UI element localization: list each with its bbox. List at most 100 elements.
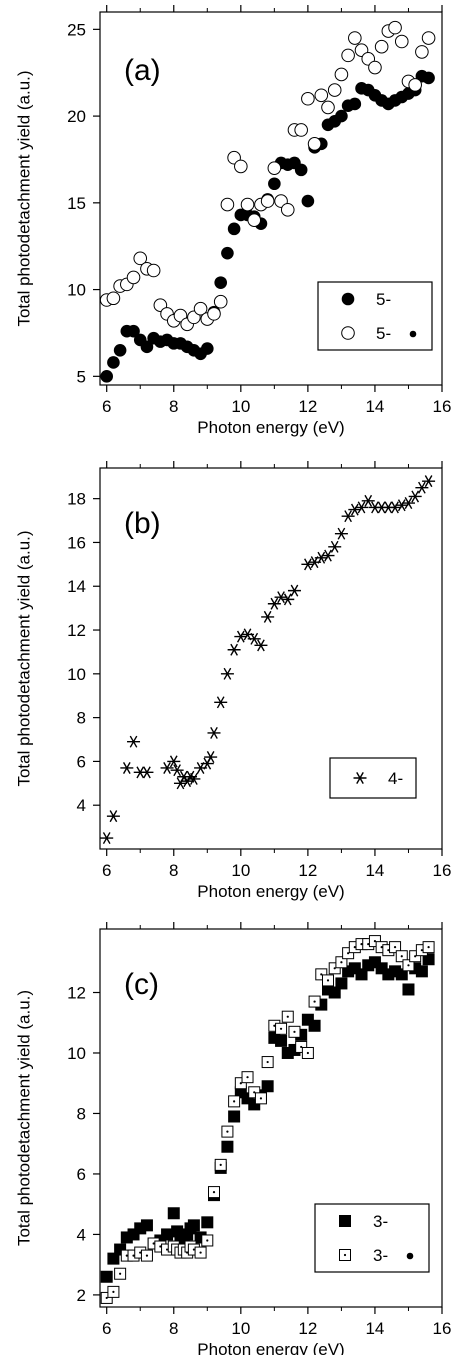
data-point [161,1228,174,1241]
y-tick-label: 8 [77,1104,86,1123]
data-point [335,109,348,123]
data-point [200,342,214,355]
y-tick-label: 10 [67,665,86,684]
y-axis-title: Total photodetachment yield (a.u.) [14,530,33,786]
data-point [394,34,409,49]
legend: 5- 5- [317,281,433,351]
x-tick-label: 14 [365,861,384,880]
data-point [187,772,201,785]
data-point [107,1252,120,1265]
data-point [167,1207,180,1220]
data-point [234,1077,247,1090]
data-point [133,251,148,266]
data-point [421,31,436,45]
data-point [355,968,368,981]
data-point [140,1219,153,1232]
data-point [261,1056,274,1069]
data-point [214,1158,227,1171]
data-point [267,597,281,610]
legend-label: 4- [388,769,403,788]
legend-marker [353,772,367,784]
data-point [294,163,308,177]
data-point [341,48,355,63]
y-tick-label: 4 [77,796,86,815]
data-point [368,60,382,75]
data-point [301,558,315,571]
data-point [247,632,261,645]
data-point [228,1110,241,1123]
legend-box [317,281,433,351]
panel-label: (a) [124,54,161,87]
data-point [335,977,348,990]
data-point [409,950,422,963]
data-point [374,39,389,54]
legend-bullet-dot [409,330,417,338]
y-tick-label: 10 [67,1044,86,1063]
data-point [204,751,218,764]
data-point [401,497,415,510]
data-point [254,1092,267,1105]
data-point [395,950,408,963]
data-point [321,549,335,562]
data-point [221,246,234,260]
x-axis-title: Photon energy (eV) [197,418,344,437]
data-point [120,762,134,774]
data-point [348,31,362,45]
data-point [288,1025,301,1038]
y-tick-label: 12 [67,984,86,1003]
legend-box [314,1203,430,1273]
data-point [234,159,248,174]
data-point [267,161,282,175]
data-point [301,194,315,208]
data-point [220,197,235,212]
x-tick-label: 12 [298,861,317,880]
y-tick-label: 15 [67,194,86,213]
data-point [274,591,288,604]
data-point [126,270,141,285]
x-tick-label: 10 [231,861,250,880]
x-tick-label: 10 [231,1319,250,1338]
data-point [328,986,341,999]
x-tick-label: 8 [169,861,178,880]
data-point [402,983,415,996]
data-point [207,726,221,739]
data-point [241,1071,254,1084]
data-point [107,356,120,369]
panel-label: (b) [124,507,161,540]
data-point [334,67,349,82]
data-point [106,291,121,306]
data-point [327,83,342,97]
x-axis-title: Photon energy (eV) [197,1340,344,1355]
data-point [395,968,408,981]
data-point [106,810,120,823]
data-point [261,610,275,623]
series-2 [99,20,436,332]
data-point [408,78,422,92]
panel-label: (c) [124,968,159,1001]
data-point [281,593,295,606]
data-point [395,499,409,512]
data-point [220,667,234,680]
legend-marker [339,1215,351,1227]
legend-marker [341,326,355,340]
y-axis-title: Total photodetachment yield (a.u.) [14,70,33,326]
data-point [260,194,275,208]
data-point [100,832,114,845]
data-point [341,510,355,523]
x-tick-label: 16 [433,397,452,416]
data-point [114,1267,127,1280]
data-point [127,324,140,338]
data-point [214,276,228,289]
data-point [100,1291,113,1304]
data-point [348,97,362,111]
series-1 [100,475,436,845]
data-point [308,995,321,1008]
data-point [389,941,402,954]
legend: 3- 3- [314,1203,430,1273]
x-tick-label: 10 [231,397,250,416]
data-point [234,630,248,643]
data-point [146,263,161,278]
data-point [100,1270,113,1283]
data-point [127,735,141,748]
x-tick-label: 6 [102,861,111,880]
